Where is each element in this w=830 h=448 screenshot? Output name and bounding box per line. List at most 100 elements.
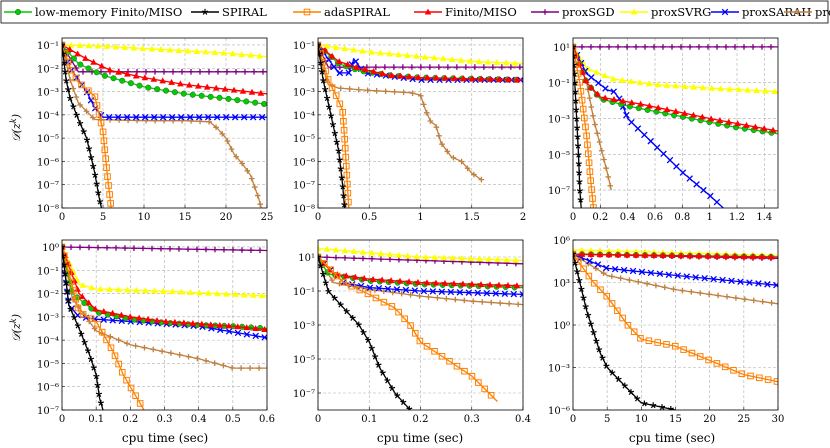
x-tick-label: 1.5 (464, 212, 480, 223)
series-marker-adaspiral (99, 128, 107, 136)
series-marker-finito-miso (468, 75, 476, 82)
series-marker-spiral (576, 277, 583, 284)
series-marker-proxsarah (628, 119, 635, 126)
series-marker-proxsvrg (699, 84, 707, 91)
series-marker-proxsvrg (762, 87, 769, 94)
series-marker-finito-miso (361, 66, 369, 73)
legend-label-low-memory-finito-miso: low-memory Finito/MISO (35, 5, 182, 19)
series-marker-proxsaga (479, 299, 486, 305)
series-marker-adaspiral (340, 117, 347, 125)
series-marker-spiral (62, 252, 67, 259)
series-marker-adaspiral (588, 186, 595, 193)
x-tick-label: 0 (315, 212, 321, 223)
series-marker-proxsaga (706, 291, 712, 298)
series-marker-proxsgd (678, 44, 684, 50)
x-tick-label: 2 (520, 212, 526, 223)
series-marker-finito-miso (387, 277, 395, 284)
x-tick-label: 0 (570, 212, 576, 223)
series-marker-spiral (87, 356, 95, 363)
x-tick-label: 25 (261, 212, 274, 223)
series-marker-proxsvrg (232, 291, 239, 297)
series-marker-low-memory-finito-miso (216, 94, 223, 101)
series-marker-spiral (318, 41, 322, 48)
series-marker-proxsvrg (211, 49, 219, 56)
series-marker-proxsarah (420, 287, 428, 295)
series-marker-proxsaga (471, 171, 477, 178)
series-marker-proxsaga (607, 182, 614, 189)
series-marker-proxsarah (629, 267, 637, 275)
series-marker-finito-miso (91, 305, 99, 312)
series-marker-finito-miso (159, 77, 166, 84)
series-marker-proxsgd (324, 254, 330, 261)
series-marker-proxsvrg (205, 289, 212, 296)
series-marker-spiral (64, 288, 71, 295)
series-marker-proxsaga (203, 357, 209, 364)
series-marker-spiral (84, 347, 92, 354)
y-tick-label: 10⁻⁸ (37, 204, 59, 215)
series-marker-low-memory-finito-miso (243, 98, 250, 105)
series-marker-proxsaga (409, 90, 416, 97)
series-line-proxsaga (62, 44, 262, 208)
series-marker-adaspiral (721, 363, 729, 371)
series-marker-finito-miso (450, 280, 458, 287)
series-marker-proxsaga (373, 88, 380, 94)
legend-marker-adaspiral (303, 8, 311, 16)
series-marker-proxsarah (623, 111, 630, 119)
series-marker-proxsgd (633, 44, 639, 50)
series-marker-spiral (329, 121, 337, 128)
series-marker-adaspiral (102, 155, 109, 163)
series-marker-spiral (73, 111, 80, 118)
series-marker-spiral (573, 115, 580, 122)
series-marker-adaspiral (103, 336, 110, 344)
series-marker-finito-miso (106, 66, 114, 73)
series-marker-low-memory-finito-miso (189, 91, 196, 98)
series-marker-adaspiral (764, 376, 772, 383)
series-marker-proxsgd (723, 44, 729, 50)
series-marker-proxsarah (411, 287, 419, 294)
series-marker-proxsaga (688, 288, 695, 295)
series-marker-spiral (574, 124, 581, 131)
series-marker-adaspiral (340, 279, 347, 286)
series-marker-proxsvrg (690, 83, 698, 90)
y-tick-label: 10⁻³ (37, 88, 59, 99)
series-marker-adaspiral (730, 367, 737, 374)
series-marker-proxsvrg (79, 281, 87, 288)
series-marker-adaspiral (78, 81, 85, 89)
series-marker-proxsarah (773, 281, 778, 289)
series-marker-proxsarah (225, 328, 233, 335)
series-marker-proxsvrg (196, 289, 203, 296)
series-marker-proxsgd (239, 247, 245, 253)
series-marker-finito-miso (100, 308, 108, 314)
series-marker-spiral (78, 330, 85, 337)
series-marker-low-memory-finito-miso (261, 100, 267, 107)
series-marker-proxsvrg (511, 59, 519, 66)
series-marker-finito-miso (601, 94, 609, 101)
series-marker-finito-miso (459, 75, 467, 82)
series-marker-proxsaga (470, 298, 477, 305)
series-marker-finito-miso (168, 78, 175, 85)
series-marker-proxsarah (755, 280, 762, 287)
series-marker-adaspiral (645, 337, 653, 345)
series-marker-proxsvrg (601, 72, 609, 79)
series-marker-finito-miso (743, 121, 750, 128)
series-marker-proxsgd (170, 68, 176, 75)
series-marker-finito-miso (668, 252, 676, 259)
series-marker-low-memory-finito-miso (70, 55, 77, 62)
series-marker-finito-miso (690, 111, 697, 118)
series-marker-proxsaga (407, 291, 414, 298)
series-marker-low-memory-finito-miso (252, 99, 259, 106)
series-marker-adaspiral (453, 362, 461, 370)
series-marker-proxsaga (248, 175, 255, 182)
series-marker-proxsvrg (484, 58, 492, 65)
series-marker-proxsarah (693, 181, 700, 188)
series-marker-spiral (70, 103, 77, 110)
series-marker-proxsvrg (503, 256, 510, 263)
series-marker-spiral (609, 369, 616, 376)
series-marker-adaspiral (587, 177, 595, 184)
x-tick-label: 10 (138, 212, 151, 223)
y-tick-label: 10³ (553, 279, 570, 290)
series-marker-spiral (621, 382, 628, 389)
series-marker-proxsaga (461, 297, 468, 304)
y-tick-label: 10⁻⁷ (37, 406, 59, 417)
series-marker-proxsaga (423, 109, 430, 116)
